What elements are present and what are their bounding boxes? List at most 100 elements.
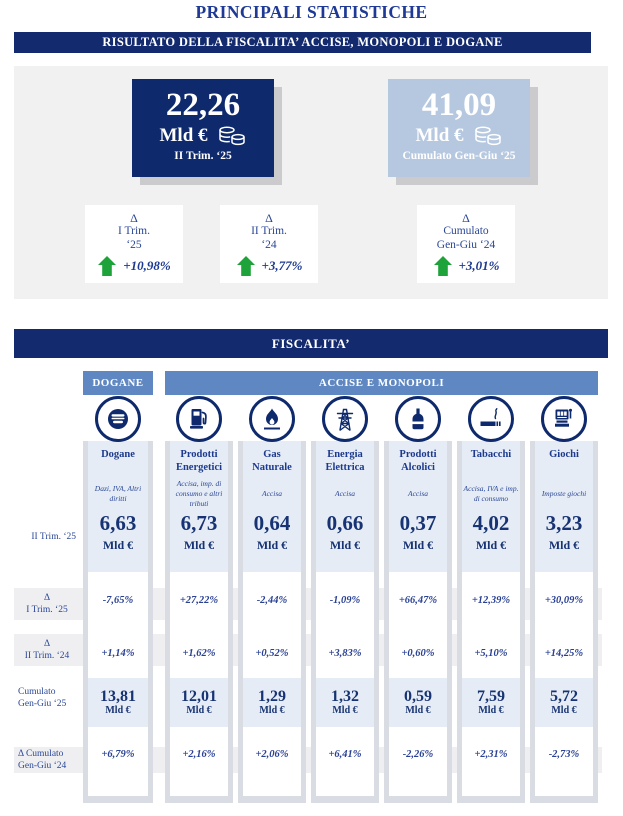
delta-box-q2-24: Δ II Trim. ‘24 +3,77% [220,205,318,283]
delta-cum-24-cell: -2,26% [389,727,447,796]
coins-icon [218,126,245,145]
cumulative-total-unit: Mld € [415,124,464,146]
delta-q2-24-cell: +0,60% [389,628,447,678]
q2-25-value: 6,73 [180,511,218,535]
column-header-cell: Dogane Dazi, IVA, Altri diritti 6,63 Mld… [88,441,148,572]
row-label-cum-25: Cumulato Gen-Giu ‘25 [18,687,67,710]
summary-panel: 22,26 Mld € II Trim. ‘25 41,09 Mld [14,66,608,299]
cum-25-value: 5,72 [550,687,578,705]
delta-cum-24-cell: +2,31% [462,727,520,796]
row-label-q2-25: II Trim. ‘25 [31,532,76,542]
quarter-total-card: 22,26 Mld € II Trim. ‘25 [132,79,274,177]
page-title: PRINCIPALI STATISTICHE [195,2,428,22]
cumulative-cell: 13,81 Mld € [88,678,148,727]
fuel-pump-icon [176,396,222,442]
column-header-cell: Prodotti Energetici Accisa, imp. di cons… [170,441,228,572]
delta-q2-24-cell: +3,83% [316,628,374,678]
delta-q2-24-cell: +0,52% [243,628,301,678]
q2-25-unit: Mld € [256,538,288,552]
delta-cum-24-cell: +2,16% [170,727,228,796]
column-prodotti-alcolici: Prodotti Alcolici Accisa 0,37 Mld € +66,… [384,441,452,803]
fiscalita-banner-label: FISCALITA’ [271,336,351,351]
delta-q2-24-cell: +5,10% [462,628,520,678]
q2-25-unit: Mld € [102,538,134,552]
column-tax-types: Accisa, IVA e imp. di consumo [463,484,519,503]
delta-cum-24-cell: +2,06% [243,727,301,796]
q2-25-value: 4,02 [472,511,510,535]
cum-25-value: 12,01 [181,687,217,705]
delta-symbol: Δ [265,211,273,225]
delta-value: +3,01% [458,258,500,274]
group-header-accise: ACCISE E MONOPOLI [165,371,598,395]
cumulative-total-period: Cumulato Gen-Giu ‘25 [402,149,516,162]
delta-line1: Cumulato [443,225,489,238]
delta-cum-24-cell: +6,41% [316,727,374,796]
bottle-icon [395,396,441,442]
result-banner-label: RISULTATO DELLA FISCALITA’ ACCISE, MONOP… [102,35,503,49]
column-name: Giochi [549,449,579,460]
delta-cum-24-cell: +6,79% [88,727,148,796]
delta-line2: ‘25 [126,238,142,251]
column-header-cell: Tabacchi Accisa, IVA e imp. di consumo 4… [462,441,520,572]
quarter-total-value: 22,26 [165,87,241,123]
row-label-delta-cum-24: Δ Cumulato Gen-Giu ‘24 [18,748,67,771]
delta-q1-25-cell: -1,09% [316,572,374,628]
column-giochi: Giochi Imposte giochi 3,23 Mld € +30,09%… [530,441,598,803]
column-dogane: Dogane Dazi, IVA, Altri diritti 6,63 Mld… [83,441,153,803]
row-label-delta-q1-25: Δ I Trim. ‘25 [26,592,68,615]
column-tax-types: Accisa, imp. di consumo e altri tributi [175,479,223,508]
fiscalita-banner: FISCALITA’ [14,329,608,358]
cum-25-value: 1,32 [331,687,359,705]
cumulative-total-card: 41,09 Mld € Cumulato Gen-Giu ‘25 [388,79,530,177]
column-name: Prodotti Energetici [175,449,223,473]
q2-25-value: 3,23 [545,511,583,535]
column-header-cell: Energia Elettrica Accisa 0,66 Mld € [316,441,374,572]
column-name: Energia Elettrica [325,449,365,473]
delta-line1: II Trim. [251,225,287,238]
cumulative-total-value: 41,09 [421,87,497,123]
q2-25-value: 6,63 [99,511,137,535]
up-arrow-icon [433,256,452,276]
cumulative-cell: 1,29 Mld € [243,678,301,727]
cum-25-unit: Mld € [405,705,431,717]
delta-symbol: Δ [462,211,470,225]
column-header-cell: Gas Naturale Accisa 0,64 Mld € [243,441,301,572]
delta-q1-25-cell: +12,39% [462,572,520,628]
cum-25-unit: Mld € [551,705,577,717]
column-name: Dogane [101,449,135,460]
q2-25-unit: Mld € [402,538,434,552]
cumulative-cell: 7,59 Mld € [462,678,520,727]
column-tax-types: Imposte giochi [541,489,587,499]
delta-box-q1-25: Δ I Trim. ‘25 +10,98% [85,205,183,283]
cigarette-icon [468,396,514,442]
cumulative-cell: 1,32 Mld € [316,678,374,727]
delta-q2-24-cell: +14,25% [535,628,593,678]
q2-25-value: 0,66 [326,511,364,535]
delta-q1-25-cell: -2,44% [243,572,301,628]
flame-icon [249,396,295,442]
up-arrow-icon [98,256,117,276]
delta-q1-25-cell: +66,47% [389,572,447,628]
delta-q2-24-cell: +1,62% [170,628,228,678]
delta-value: +10,98% [123,258,171,274]
slot-machine-icon [541,396,587,442]
quarter-total-period: II Trim. ‘25 [174,149,232,162]
delta-q1-25-cell: +30,09% [535,572,593,628]
delta-q1-25-cell: -7,65% [88,572,148,628]
column-name: Tabacchi [470,449,512,460]
column-tax-types: Accisa [335,489,355,499]
row-label-delta-q2-24: Δ II Trim. ‘24 [24,638,70,661]
delta-line2: ‘24 [261,238,277,251]
delta-line2: Gen-Giu ‘24 [436,238,496,251]
cum-25-value: 7,59 [477,687,505,705]
column-tax-types: Dazi, IVA, Altri diritti [94,484,142,503]
cum-25-unit: Mld € [186,705,212,717]
column-prodotti-energetici: Prodotti Energetici Accisa, imp. di cons… [165,441,233,803]
cumulative-cell: 12,01 Mld € [170,678,228,727]
cum-25-unit: Mld € [478,705,504,717]
quarter-total-unit: Mld € [159,124,208,146]
column-name: Prodotti Alcolici [399,449,437,473]
group-header-dogane: DOGANE [83,371,153,395]
cum-25-value: 1,29 [258,687,286,705]
